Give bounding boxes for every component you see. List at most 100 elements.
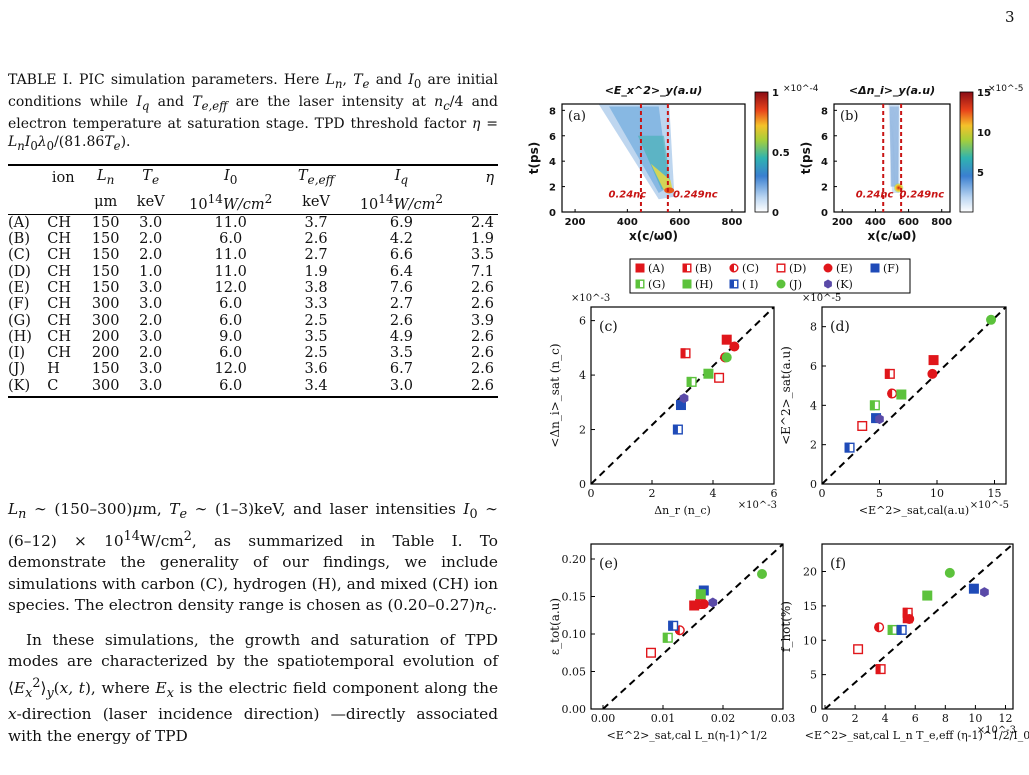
panel-label: (d) [830,319,850,335]
table-cell: 2.6 [304,231,328,248]
table-cell: 6.0 [219,345,243,362]
table-cell: 7.1 [470,263,494,280]
table-cell: 300 [91,296,120,313]
table-cell: 150 [91,263,120,280]
y-axis-label: ε_tot(a.u) [548,598,562,655]
tick-label: 2 [549,183,556,194]
legend-marker [729,263,739,273]
panel-label: (a) [568,109,586,124]
x-axis-label: <E^2>_sat,cal L_n(η-1)^1/2 [607,729,768,742]
table-cell: 3.0 [139,214,163,231]
table-cell: 3.5 [304,328,328,345]
heatmap-frame [561,103,746,213]
table-row: (K) C 300 3.0 6.0 3.4 3.0 2.6 [8,377,498,398]
table-cell: (H) [8,328,32,345]
data-point [896,389,907,400]
scatter-panel: 0 2 4 6 8 10 12 0 5 10 15 20 ×10^-3 (f) <E^2>_sat,cal … [779,543,1029,742]
table-cell: (G) [8,312,31,329]
colorbar [754,91,769,213]
legend-label: (B) [695,262,712,275]
page-number: 3 [1005,8,1015,26]
table-cell: 150 [91,214,120,231]
unit-i0: 1014W/cm2 [173,188,289,215]
data-point [844,442,855,453]
tick-label: 6 [771,487,778,500]
tick-label: 0 [821,208,828,219]
table-cell: CH [47,247,71,264]
legend-marker [824,279,832,289]
data-point [698,599,709,609]
tick-label: 0 [588,487,595,500]
data-point [646,647,657,658]
y-axis-label: <E^2>_sat(a.u) [779,346,793,445]
legend-label: (K) [836,278,853,291]
legend-marker [776,263,786,273]
tick-label: 6 [821,132,828,143]
data-point [904,613,915,624]
panel-label: (f) [830,556,846,572]
table-cell: 300 [91,312,120,329]
heatmap-streak [890,106,893,187]
parameters-table: ion Ln Te I0 Te,eff Iq η μm keV 1014W/cm… [8,164,498,398]
table-cell: 2.0 [139,312,163,329]
table-cell: H [47,361,60,378]
table-cell: 2.6 [470,296,494,313]
table-cell: 3.0 [139,296,163,313]
legend-marker [635,279,645,289]
table-cell: CH [47,279,71,296]
legend-box [629,258,911,294]
data-point [857,420,868,431]
table-cell: (C) [8,247,31,264]
tick-label: 800 [721,217,742,228]
tick-label: 0.10 [562,628,587,641]
table-cell: 6.0 [219,296,243,313]
table-cell: CH [47,328,71,345]
table-cell: 6.4 [389,263,413,280]
table-cell: 300 [83,377,129,398]
legend-label: (D) [789,262,806,275]
table-cell: 4.9 [389,328,413,345]
table-cell: CH [47,214,71,231]
density-label: 0.249nc [899,189,944,200]
table-cell: 3.4 [288,377,344,398]
heatmap-frame [833,103,951,213]
table-cell: 3.6 [304,361,328,378]
table-row: (H) CH 200 3.0 9.0 3.5 4.9 2.6 [8,329,498,345]
table-cell: (J) [8,361,26,378]
heatmap-streak [889,106,892,187]
data-point [968,583,979,594]
col-header-teeff: Te,eff [288,164,344,189]
table-cell: C [43,377,84,398]
unit-ln: μm [83,188,129,215]
tick-label: 8 [821,106,828,117]
legend-label: (A) [648,262,665,275]
data-point [703,368,714,379]
table-cell: (D) [8,263,31,280]
data-point [680,348,691,359]
data-point [875,664,886,675]
table-cell: 1.9 [470,231,494,248]
table-cell: 11.0 [214,247,247,264]
tick-label: 0 [810,703,817,716]
tick-label: 6 [912,712,919,725]
tick-label: 8 [942,712,949,725]
tick-label: 0 [819,487,826,500]
table-row: (G) CH 300 2.0 6.0 2.5 2.6 3.9 [8,313,498,329]
legend-marker [729,279,739,289]
table-cell: (B) [8,231,30,248]
table-cell: 3.0 [344,377,459,398]
legend-label: ( I) [742,278,758,291]
tick-label: 4 [579,369,586,382]
tick-label: 0 [579,478,586,491]
table-label: TABLE I. [8,72,73,88]
tick-label: 0.01 [651,712,676,725]
tick-label: 2 [649,487,656,500]
data-point [896,624,907,635]
data-point [721,352,732,363]
table-cell: CH [47,263,71,280]
table-cell: 6.7 [389,361,413,378]
table-cell: 2.4 [470,214,494,231]
table-cell: 3.0 [128,377,174,398]
data-point [708,597,718,608]
